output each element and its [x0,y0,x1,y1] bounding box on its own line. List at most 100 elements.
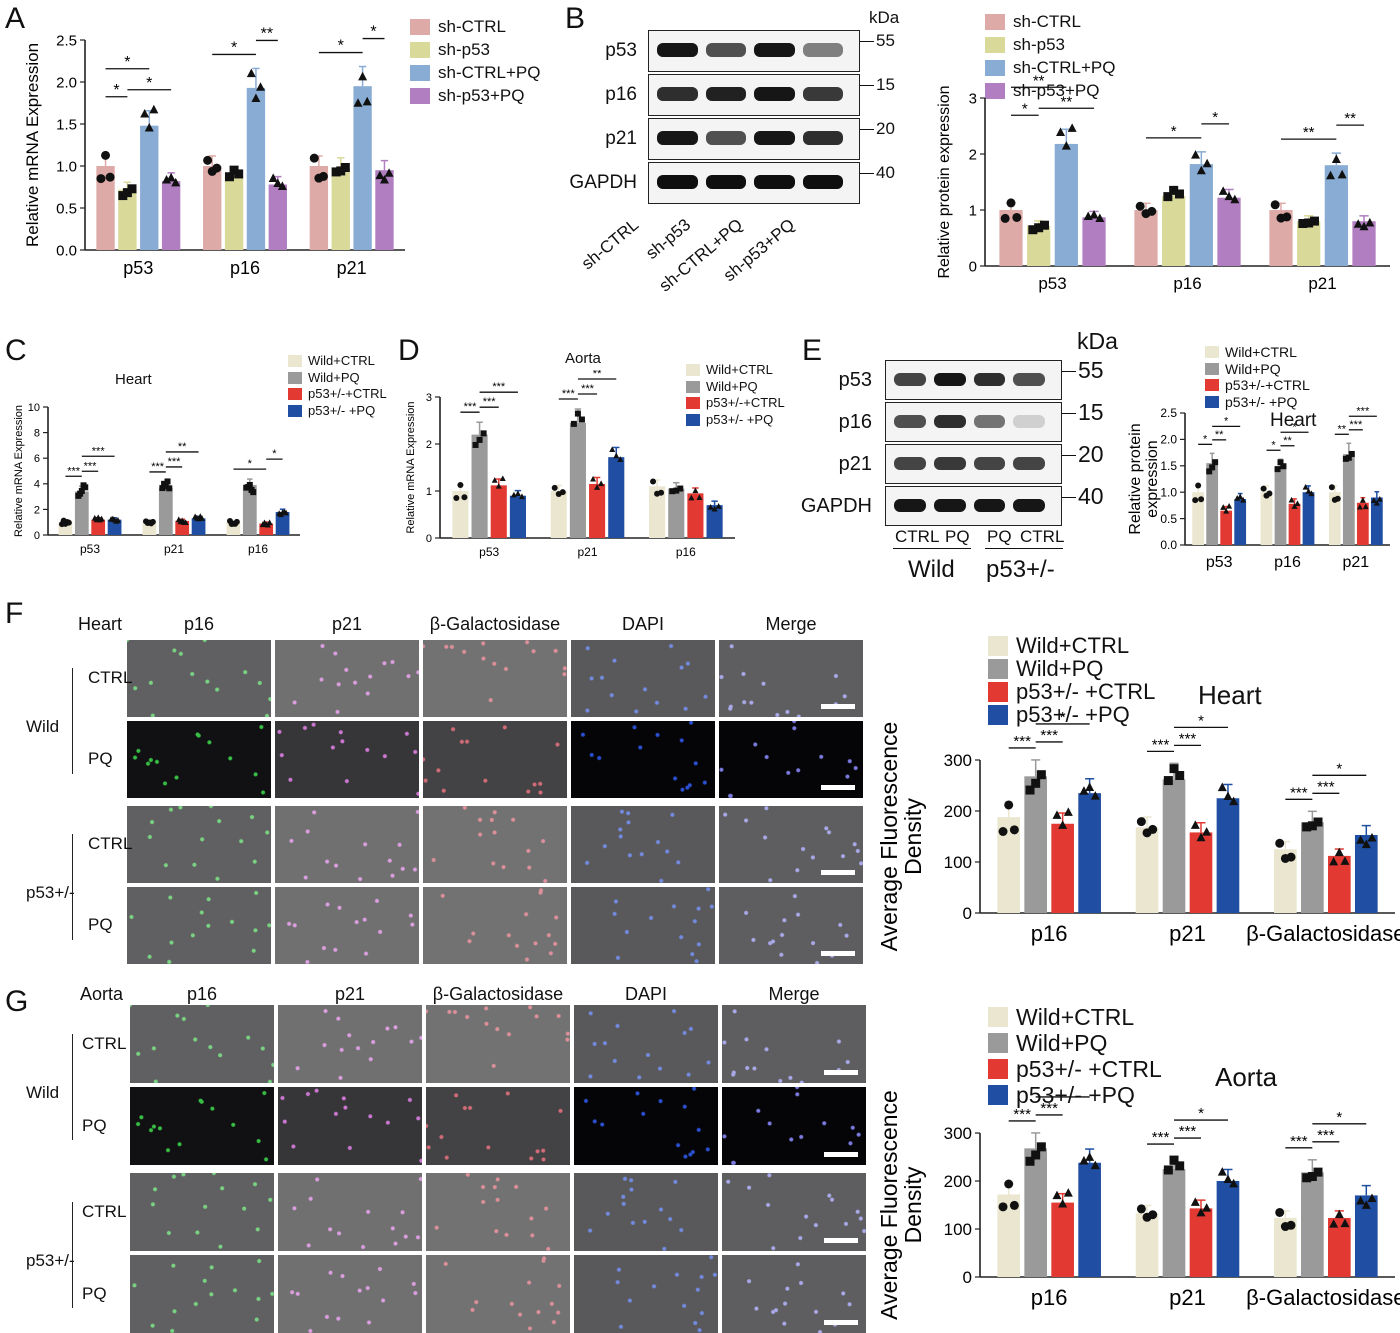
data-point [1095,213,1105,223]
bar [1324,165,1348,266]
microscopy-image [130,1005,274,1083]
bar [331,167,350,250]
group-bracket [72,1201,73,1309]
data-point [1230,194,1240,204]
data-point [998,1202,1008,1212]
data-point [1237,493,1244,500]
microscopy-image [571,721,715,798]
legend-item: Wild+PQ [1205,361,1310,378]
legend-swatch [985,13,1005,30]
data-point [472,441,479,448]
bar [1274,1217,1297,1277]
blot-band [802,87,843,102]
group-label: Wild [26,716,60,736]
bar [1354,1195,1378,1277]
x-tick-label: p53 [479,545,499,559]
scale-bar [824,1152,858,1157]
data-point [336,166,346,176]
data-point [1212,459,1219,466]
legend-swatch [988,1033,1008,1053]
data-point [1359,497,1366,503]
data-point [1307,821,1317,831]
blot-band [802,43,843,58]
data-point [1036,770,1046,780]
blot-band [657,43,698,58]
data-point [358,71,368,81]
lane-label: sh-CTRL [577,215,643,274]
data-point [495,482,502,489]
data-point [166,485,173,492]
data-point [1370,497,1377,504]
data-point [707,503,714,510]
significance-label: * [1336,1109,1342,1126]
legend-swatch [288,388,302,401]
data-point [246,68,256,78]
data-point [1025,1156,1035,1166]
data-point [1329,1219,1339,1228]
legend-swatch [1205,346,1219,359]
data-point [715,503,722,509]
data-point [1340,856,1350,865]
data-point [1079,786,1089,795]
microscopy-image [278,1087,422,1165]
legend-e: Wild+CTRL Wild+PQ p53+/-+CTRL p53+/- +PQ [1205,344,1310,410]
bar [1234,499,1247,545]
group-label: Wild [908,556,955,583]
significance-label: *** [562,388,576,400]
data-point [1223,1174,1233,1184]
data-point [1175,1161,1185,1171]
bar [509,495,526,538]
data-point [1217,1167,1227,1176]
group-label: Wild [26,1082,60,1102]
legend-label: Wild+CTRL [706,362,773,377]
data-point [379,174,389,184]
y-tick-label: 0.5 [1160,512,1177,526]
bar [1327,855,1351,913]
chart-title-c: Heart [115,371,152,388]
y-tick-label: 1 [426,486,432,498]
significance-label: *** [92,445,106,457]
significance-label: * [1198,1105,1204,1122]
blot-row-label: p21 [605,127,637,149]
bar [608,457,625,538]
legend-swatch [410,18,430,35]
data-point [1223,791,1233,800]
y-tick-label: 0 [963,1268,972,1287]
data-point [1234,494,1241,501]
row-label: CTRL [88,668,133,688]
western-blot-e: p53 55 p16 15 p21 20 GAPDH 40 [800,357,1130,528]
blot-band [657,87,698,102]
microscopy-image [719,887,863,964]
bar [246,87,266,250]
y-tick-label: 200 [944,802,972,821]
blot-band [973,498,1006,513]
significance-label: ** [1344,110,1356,127]
group-line [985,548,1063,549]
blot-band [754,175,795,190]
legend-label: p53+/- +PQ [308,402,376,418]
x-tick-label: p21 [577,545,597,559]
legend-swatch [988,704,1008,725]
data-point [453,495,460,502]
y-tick-label: 0 [963,904,972,923]
bar [999,210,1023,266]
data-point [1302,483,1309,490]
bar [550,491,567,538]
significance-label: ** [1215,429,1224,441]
data-point [461,494,468,501]
legend-label: p53+/- +PQ [1016,702,1130,727]
data-point [212,163,222,173]
data-point [1202,1203,1212,1212]
bar [452,491,469,538]
data-point [1304,218,1314,228]
significance-label: * [1060,1090,1066,1099]
legend-swatch [985,36,1005,53]
y-tick-label: 6 [34,453,40,465]
data-point [101,150,111,160]
legend-item: Wild+CTRL [288,353,387,370]
significance-label: * [1171,123,1177,140]
bar [649,486,666,538]
legend-swatch [985,59,1005,76]
significance-label: *** [67,465,81,477]
column-label: DAPI [624,984,667,1004]
